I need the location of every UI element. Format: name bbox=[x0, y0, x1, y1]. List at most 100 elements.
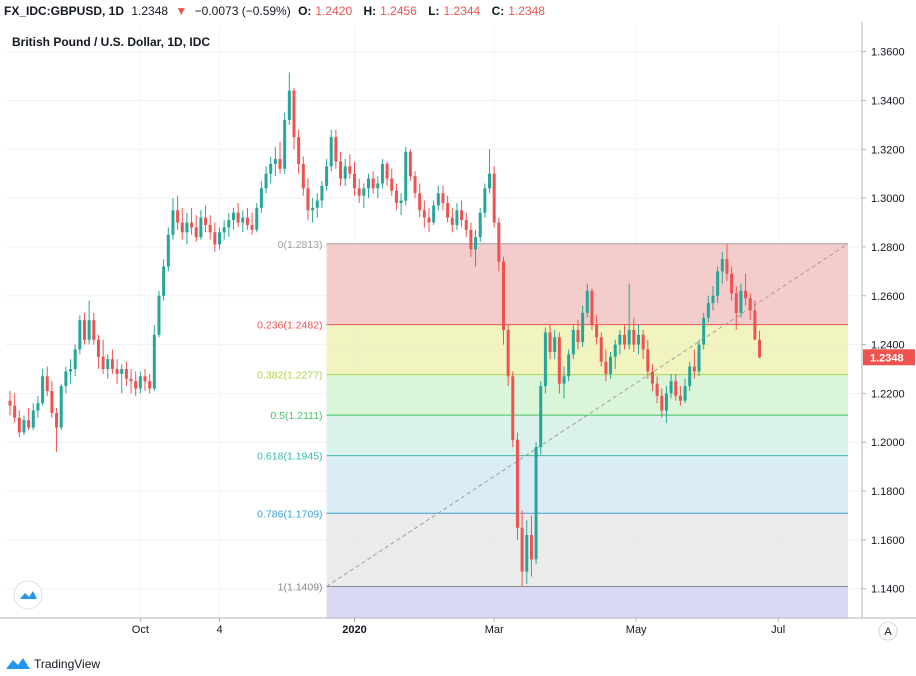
chart-axes: 1.3600 1.3400 1.3200 1.3000 1.2800 1.2600 1.24… bbox=[0, 22, 916, 636]
candle-body bbox=[110, 359, 114, 369]
candle-body bbox=[576, 329, 580, 343]
last-price-label: 1.2348 bbox=[870, 352, 904, 364]
candle-body bbox=[96, 339, 100, 357]
candle-body bbox=[525, 534, 529, 572]
auto-scale-label: A bbox=[884, 626, 892, 638]
candle-body bbox=[478, 212, 482, 238]
price-tick-label: 1.3000 bbox=[871, 193, 905, 205]
candle-body bbox=[92, 320, 96, 340]
candle-body bbox=[562, 376, 566, 384]
candle-body bbox=[511, 376, 515, 440]
candle-body bbox=[380, 163, 384, 184]
candle-body bbox=[543, 332, 547, 387]
candle-body bbox=[148, 381, 152, 389]
price-tick-label: 1.1800 bbox=[871, 486, 905, 498]
candle-body bbox=[190, 222, 194, 228]
fib-trend-line bbox=[326, 243, 849, 587]
candle-body bbox=[357, 188, 361, 196]
last-price-tag bbox=[863, 349, 915, 366]
candle-body bbox=[320, 185, 324, 201]
candle-body bbox=[199, 217, 203, 238]
candle-body bbox=[469, 229, 473, 250]
fib-level-label: 1(1.1409) bbox=[278, 582, 323, 594]
candle-body bbox=[683, 386, 687, 401]
candle-body bbox=[55, 412, 59, 428]
chart-title: British Pound / U.S. Dollar, 1D, IDC bbox=[12, 35, 210, 49]
fib-band bbox=[326, 374, 849, 416]
candle-body bbox=[306, 188, 310, 211]
candle-body bbox=[618, 334, 622, 345]
fib-level-label: 0.786(1.1709) bbox=[257, 508, 322, 520]
candle-body bbox=[455, 210, 459, 225]
candle-body bbox=[520, 527, 524, 572]
candle-body bbox=[152, 334, 156, 389]
fib-band bbox=[326, 455, 849, 514]
candle-body bbox=[143, 376, 147, 382]
candle-body bbox=[404, 151, 408, 201]
candle-body bbox=[571, 329, 575, 355]
candle-body bbox=[297, 137, 301, 164]
tradingview-logo-icon bbox=[20, 591, 37, 599]
price-tick-label: 1.2600 bbox=[871, 291, 905, 303]
candle-body bbox=[548, 332, 552, 352]
chart-logo-button[interactable] bbox=[13, 580, 43, 610]
candle-body bbox=[655, 383, 659, 396]
symbol-name[interactable]: FX_IDC:GBPUSD, 1D bbox=[4, 4, 125, 18]
candle-body bbox=[501, 261, 505, 330]
candle-body bbox=[283, 119, 287, 169]
candle-body bbox=[301, 163, 305, 189]
time-tick-label: May bbox=[626, 624, 647, 636]
candle-body bbox=[315, 200, 319, 208]
candle-body bbox=[371, 178, 375, 189]
candle-body bbox=[124, 368, 128, 379]
price-tick-label: 1.3400 bbox=[871, 95, 905, 107]
candle-body bbox=[413, 176, 417, 194]
candle-body bbox=[264, 173, 268, 189]
time-tick-label: 4 bbox=[216, 624, 222, 636]
candle-body bbox=[702, 317, 706, 345]
fib-band bbox=[326, 513, 849, 587]
candle-body bbox=[474, 237, 478, 250]
candle-body bbox=[329, 137, 333, 167]
candle-body bbox=[422, 210, 426, 218]
candle-body bbox=[650, 371, 654, 384]
price-chart[interactable]: 0(1.2813) 0.236(1.2482) 0.382(1.2277) 0.5(1… bbox=[0, 22, 916, 652]
candle-body bbox=[748, 298, 752, 311]
candle-body bbox=[106, 359, 110, 369]
candle-body bbox=[8, 400, 12, 406]
candle-body bbox=[64, 371, 68, 387]
auto-scale-button[interactable]: A bbox=[878, 621, 898, 641]
candle-body bbox=[129, 378, 133, 382]
candle-body bbox=[669, 381, 673, 394]
last-price: 1.2348 bbox=[131, 4, 169, 18]
candle-body bbox=[441, 193, 445, 203]
time-tick-label: 2020 bbox=[342, 624, 366, 636]
candle-body bbox=[609, 356, 613, 374]
price-tick-label: 1.2000 bbox=[871, 437, 905, 449]
price-tick-label: 1.2800 bbox=[871, 242, 905, 254]
candle-body bbox=[166, 234, 170, 267]
candle-body bbox=[385, 163, 389, 179]
candle-body bbox=[623, 334, 627, 345]
candle-body bbox=[730, 273, 734, 294]
candle-body bbox=[50, 390, 54, 413]
candle-body bbox=[637, 334, 640, 345]
candle-body bbox=[534, 447, 538, 560]
fib-level-label: 0(1.2813) bbox=[278, 239, 323, 251]
candle-body bbox=[325, 166, 329, 186]
close-label: C: bbox=[491, 4, 505, 18]
candle-body bbox=[678, 395, 682, 401]
footer-brand[interactable]: TradingView bbox=[6, 654, 100, 674]
candle-body bbox=[506, 329, 510, 377]
candle-body bbox=[604, 361, 608, 374]
candle-body bbox=[236, 212, 240, 223]
candle-body bbox=[17, 417, 21, 433]
candle-body bbox=[69, 368, 73, 372]
candle-body bbox=[222, 227, 226, 233]
candle-body bbox=[176, 210, 180, 223]
candle-body bbox=[138, 376, 142, 389]
candle-body bbox=[120, 368, 124, 374]
fibonacci-retracement[interactable]: 0(1.2813) 0.236(1.2482) 0.382(1.2277) 0.5(1… bbox=[257, 239, 849, 618]
brand-name: TradingView bbox=[34, 657, 101, 671]
price-tick-label: 1.3600 bbox=[871, 47, 905, 59]
